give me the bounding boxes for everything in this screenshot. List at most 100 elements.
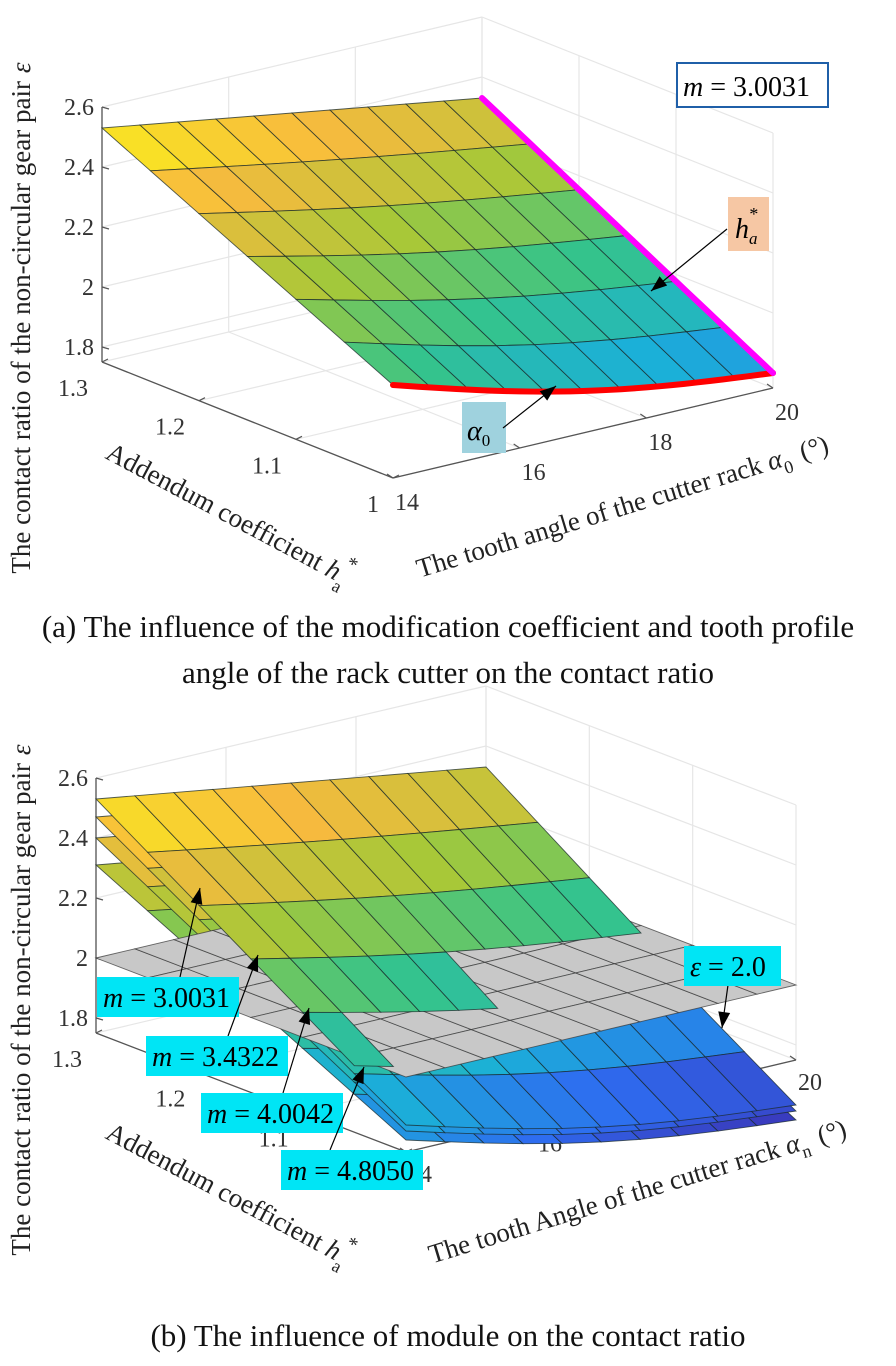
module-label-text-2: m = 3.4322	[152, 1042, 279, 1073]
z-tick-label: 2.2	[58, 886, 88, 912]
z-axis-label: The contact ratio of the non-circular ge…	[6, 744, 36, 1256]
alpha-tick	[640, 413, 647, 419]
alpha-subscript: n	[799, 1140, 813, 1162]
caption-a-line1: (a) The influence of the modification co…	[41, 609, 855, 644]
anno-var: ε	[690, 952, 701, 983]
alpha-edge-highlight	[390, 370, 776, 395]
alpha-axis-line	[392, 387, 774, 479]
arrow-head	[190, 888, 203, 905]
alpha-tick	[766, 383, 774, 389]
alpha-tick	[513, 443, 520, 449]
z-tick-label: 1.8	[64, 335, 94, 361]
epsilon-symbol: ε	[6, 744, 36, 755]
anno-val: = 3.4322	[172, 1042, 279, 1073]
module-arrow-1	[179, 887, 203, 978]
surface-m3.0031	[95, 766, 642, 1068]
module-label-text-4: m = 4.8050	[287, 1156, 414, 1187]
h-tick-label: 1.3	[52, 1047, 82, 1073]
z-tick-label: 2.4	[64, 155, 94, 181]
module-label-box-2	[146, 1036, 288, 1076]
caption-b: (b) The influence of module on the conta…	[150, 1318, 746, 1353]
h-tick	[392, 474, 400, 479]
chart-panel-a: 1.8 2 2.2 2.4 2.6 1 1.1 1.2 1.3 14 16 18 20 The conta…	[6, 16, 834, 599]
anno-var: m	[152, 1042, 172, 1073]
z-tick	[101, 346, 110, 350]
h-edge-highlight	[479, 95, 776, 376]
epsilon-arrow	[718, 984, 731, 1029]
alpha-tick-label: 16	[522, 460, 546, 486]
gridline	[101, 16, 483, 108]
anno-val: = 4.0042	[227, 1099, 334, 1130]
arrow-head	[539, 386, 556, 401]
h-tick	[295, 435, 303, 440]
arrow-head	[246, 955, 259, 973]
z-tick	[95, 897, 104, 901]
module-arrow-2	[227, 954, 259, 1037]
anno-var: m	[287, 1156, 307, 1187]
h-tick-label: 1.1	[252, 453, 282, 479]
surface-cell	[704, 1051, 797, 1112]
h-annotation-arrow	[650, 228, 728, 292]
alpha-tick	[789, 1055, 797, 1061]
alpha-tick-label: 18	[648, 430, 672, 456]
z-tick-label: 2.6	[64, 95, 94, 121]
surface-m-3.0031	[100, 97, 774, 393]
module-label-box-3	[201, 1093, 343, 1133]
h-axis-label: Addendum coefficient ha*	[97, 1109, 361, 1279]
h-tick	[95, 1029, 103, 1034]
z-tick-label: 2	[76, 946, 88, 972]
module-label-box	[676, 62, 829, 108]
anno-var: m	[683, 72, 703, 103]
epsilon-label-text: ε = 2.0	[690, 952, 766, 983]
z-tick-label: 2.4	[58, 826, 88, 852]
h-tick-label: 1.2	[155, 1087, 185, 1113]
h-tick	[101, 358, 109, 363]
alpha-anno-sub: 0	[482, 431, 491, 450]
z-tick	[101, 106, 110, 110]
module-label-box-1	[97, 977, 239, 1017]
z-tick	[101, 286, 110, 290]
h-axis-line	[101, 361, 394, 479]
module-label-text-3: m = 4.0042	[207, 1099, 334, 1130]
surface-cell	[549, 877, 642, 938]
z-axis-label: The contact ratio of the non-circular ge…	[6, 62, 36, 574]
h-tick	[198, 397, 206, 402]
gridline	[485, 685, 797, 806]
arrow-head	[651, 276, 668, 291]
anno-val: = 3.0031	[123, 983, 230, 1014]
gridline	[481, 76, 774, 194]
epsilon-symbol: ε	[6, 62, 36, 73]
module-label-text-1: m = 3.0031	[103, 983, 230, 1014]
z-tick	[101, 226, 110, 230]
anno-val: = 3.0031	[703, 72, 810, 103]
z-tick	[101, 166, 110, 170]
h-anno-sup: *	[749, 204, 758, 224]
z-tick	[95, 1017, 104, 1021]
module-arrow-3	[282, 1007, 311, 1094]
arrow-head	[352, 1067, 364, 1085]
h-annotation-text: ha*	[735, 204, 758, 248]
arrow-head	[298, 1008, 311, 1026]
anno-val: = 2.0	[701, 952, 766, 983]
z-tick	[95, 777, 104, 781]
gridline	[481, 16, 774, 134]
alpha-tick	[386, 473, 394, 479]
anno-var: m	[207, 1099, 227, 1130]
anno-val: = 4.8050	[307, 1156, 414, 1187]
surface-cell	[301, 1011, 395, 1068]
module-label-text: m = 3.0031	[683, 72, 810, 103]
gridline	[485, 745, 797, 866]
anno-var: m	[103, 983, 123, 1014]
module-arrow-4	[329, 1066, 365, 1151]
h-tick-label: 1	[367, 492, 379, 518]
module-label-box-4	[281, 1150, 423, 1190]
h-annotation-box	[728, 197, 769, 251]
z-tick-label: 1.8	[58, 1006, 88, 1032]
arrow-line	[650, 228, 728, 292]
epsilon-label-box	[684, 946, 781, 986]
axes: 1.8 2 2.2 2.4 2.6 1 1.1 1.2 1.3 14 16 18 20	[58, 95, 799, 518]
z-tick-label: 2	[82, 275, 94, 301]
alpha-tick-label: 20	[775, 400, 799, 426]
z-tick-label: 2.2	[64, 215, 94, 241]
